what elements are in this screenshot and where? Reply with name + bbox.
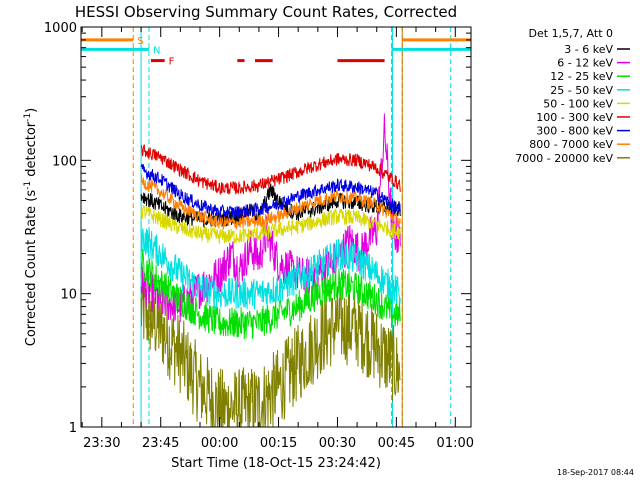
plot-frame: [80, 26, 472, 428]
x-axis: 23:30 23:45 00:00 00:15 00:30 00:45 01:00: [81, 27, 474, 451]
legend-label: 50 - 100 keV: [543, 97, 613, 110]
series-line-50-100-kev: [140, 203, 401, 245]
y-tick-label: 100: [52, 154, 77, 169]
x-tick-label: 01:00: [437, 436, 474, 451]
y-axis-label-end: ): [24, 108, 39, 113]
chart-title: HESSI Observing Summary Count Rates, Cor…: [75, 3, 457, 21]
flag-label-f: F: [169, 57, 175, 68]
y-tick-label: 10: [60, 288, 77, 303]
series-line-12-25-kev: [140, 247, 401, 340]
plot-content: SNF: [81, 27, 471, 427]
y-tick-label: 1000: [44, 21, 77, 36]
legend-label: 7000 - 20000 keV: [515, 152, 613, 165]
series-line-300-800-kev: [140, 164, 401, 219]
x-tick-label: 00:00: [201, 436, 238, 451]
series-line-800-7000-kev: [140, 174, 401, 230]
flag-label-n: N: [153, 45, 160, 56]
x-tick-label: 00:45: [378, 436, 415, 451]
legend-title: Det 1,5,7, Att 0: [529, 27, 613, 40]
y-axis-label-sup2: -1: [23, 113, 33, 122]
x-tick-label: 00:15: [260, 436, 297, 451]
flag-label-s: S: [137, 36, 143, 47]
y-axis-label-sup1: -1: [23, 181, 33, 190]
legend-label: 25 - 50 keV: [550, 84, 613, 97]
plot-area: SNF: [81, 27, 471, 427]
legend-label: 300 - 800 keV: [536, 125, 613, 138]
legend-label: 12 - 25 keV: [550, 70, 613, 83]
legend-label: 100 - 300 keV: [536, 111, 613, 124]
legend-label: 3 - 6 keV: [564, 43, 613, 56]
series-line-25-50-kev: [140, 221, 401, 310]
timestamp: 18-Sep-2017 08:44: [557, 468, 634, 477]
x-tick-label: 23:30: [83, 436, 120, 451]
series-line-100-300-kev: [140, 144, 401, 195]
legend-label: 800 - 7000 keV: [529, 138, 613, 151]
series-line-7000-20000-kev: [140, 271, 401, 427]
y-tick-label: 1: [69, 421, 77, 436]
y-axis-label-main: Corrected Count Rate (s: [24, 190, 39, 347]
y-axis-label: Corrected Count Rate (s-1 detector-1): [23, 108, 39, 346]
x-tick-label: 00:30: [319, 436, 356, 451]
series-line-3-6-kev: [140, 183, 401, 228]
x-axis-label: Start Time (18-Oct-15 23:24:42): [171, 456, 381, 471]
legend-label: 6 - 12 keV: [557, 57, 613, 70]
x-tick-label: 23:45: [142, 436, 179, 451]
y-axis-label-mid: detector: [24, 121, 39, 181]
